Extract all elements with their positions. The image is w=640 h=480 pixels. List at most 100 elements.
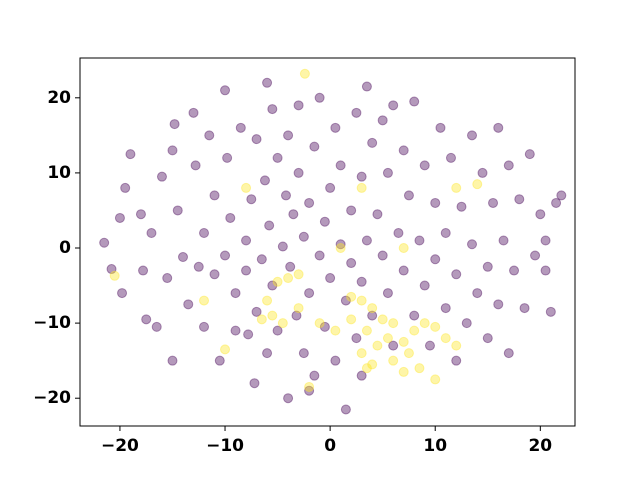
point [382,333,393,344]
point [346,205,357,216]
point [293,303,304,314]
point [183,299,194,310]
point [540,235,551,246]
point [503,348,514,359]
x-tick-label: 20 [528,436,552,456]
point [351,107,362,118]
point [388,100,399,111]
point [377,115,388,126]
point [346,314,357,325]
point [280,190,291,201]
point [388,340,399,351]
point [409,310,420,321]
y-tick-label: 0 [59,238,71,258]
point [430,254,441,265]
point [414,235,425,246]
point [509,265,520,276]
point [177,252,188,263]
point [251,134,262,145]
point [472,179,483,190]
point [361,325,372,336]
point [262,295,273,306]
point [530,250,541,261]
point [335,243,346,254]
point [451,355,462,366]
point [367,359,378,370]
point [288,209,299,220]
point [256,254,267,265]
point [309,141,320,152]
plot-frame [79,57,576,427]
point [298,348,309,359]
point [335,160,346,171]
point [440,333,451,344]
point [377,250,388,261]
point [477,167,488,178]
point [190,160,201,171]
point [356,348,367,359]
y-tick-label: −10 [33,313,71,333]
point [199,295,210,306]
point [524,149,535,160]
point [251,306,262,317]
point [403,190,414,201]
point [388,355,399,366]
y-tick-label: 20 [47,88,71,108]
point [361,81,372,92]
point [503,160,514,171]
point [461,318,472,329]
point [151,321,162,332]
point [135,209,146,220]
point [225,212,236,223]
point [267,280,278,291]
point [467,239,478,250]
point [99,237,110,248]
point [424,340,435,351]
point [467,130,478,141]
point [241,265,252,276]
point [482,261,493,272]
point [330,122,341,133]
point [209,269,220,280]
point [309,370,320,381]
point [298,231,309,242]
point [382,167,393,178]
point [382,288,393,299]
point [540,265,551,276]
point [367,310,378,321]
point [220,85,231,96]
point [169,119,180,130]
point [314,250,325,261]
point [267,104,278,115]
point [451,340,462,351]
point [304,385,315,396]
point [340,295,351,306]
point [156,171,167,182]
point [556,190,567,201]
point [319,216,330,227]
point [272,276,283,287]
point [293,167,304,178]
point [267,310,278,321]
point [146,227,157,238]
point [256,314,267,325]
point [340,404,351,415]
y-tick-label: 10 [47,163,71,183]
point [361,235,372,246]
point [138,265,149,276]
point [293,100,304,111]
point [493,299,504,310]
point [188,107,199,118]
point [109,270,120,281]
point [246,194,257,205]
point [262,348,273,359]
point [419,318,430,329]
point [367,303,378,314]
point [330,355,341,366]
point [293,269,304,280]
point [330,325,341,336]
point [419,280,430,291]
point [283,273,294,284]
point [304,197,315,208]
